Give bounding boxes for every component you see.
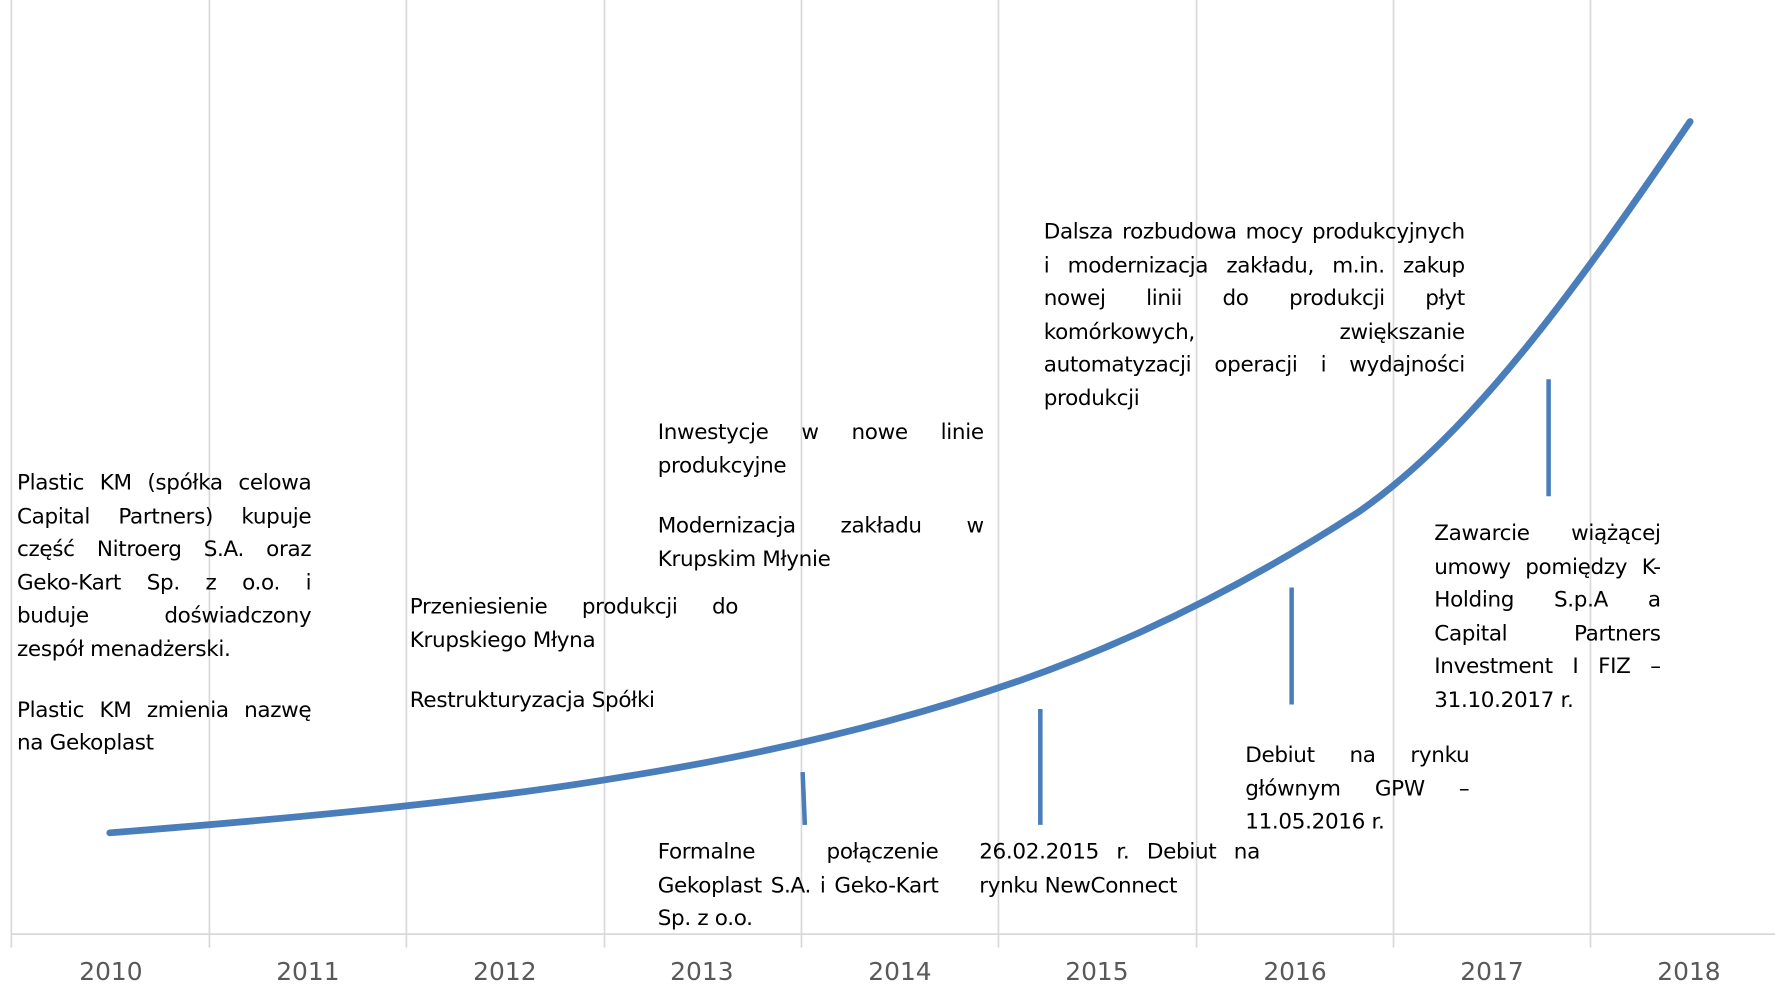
year-label: 2013 [670,958,734,987]
event-paragraph: Inwestycje w nowe linie produkcyjne [657,419,984,478]
year-label: 2012 [473,958,537,987]
year-label: 2017 [1460,958,1524,987]
event-paragraph: 26.02.2015 r. Debiut na rynku NewConnect [979,839,1260,898]
year-label: 2010 [79,958,143,987]
event-text: Formalne połączenie Gekoplast S.A. i Gek… [658,836,939,963]
year-label: 2014 [868,958,932,987]
event-paragraph: Restrukturyzacja Spółki [409,687,655,713]
event-paragraph: Formalne połączenie Gekoplast S.A. i Gek… [657,839,939,931]
event-text: 26.02.2015 r. Debiut na rynku NewConnect [979,836,1260,930]
year-label: 2018 [1657,958,1721,987]
event-text: Debiut na rynku głównym GPW – 11.05.2016… [1245,739,1469,866]
event-text: Zawarcie wiążącej umowy pomiędzy K-Holdi… [1434,518,1661,745]
event-paragraph: Plastic KM (spółka celowa Capital Partne… [16,470,312,662]
event-paragraph: Debiut na rynku głównym GPW – 11.05.2016… [1245,742,1470,835]
year-label: 2011 [276,958,340,987]
event-paragraph: Plastic KM zmienia nazwę na Gekoplast [16,697,312,756]
growth-curve [106,118,1694,837]
event-paragraph: Dalsza rozbudowa mocy produkcyjnych i mo… [1043,219,1465,411]
event-text: Dalsza rozbudowa mocy produkcyjnych i mo… [1044,216,1465,443]
event-text: Plastic KM (spółka celowa Capital Partne… [16,467,312,787]
grid [10,0,1775,948]
year-label: 2016 [1263,958,1327,987]
connector [800,771,808,826]
event-text: Przeniesienie produkcji do Krupskiego Mł… [409,591,739,745]
connectors [800,379,1551,826]
event-text: Inwestycje w nowe linie produkcyjne Moder… [658,416,984,603]
year-label: 2015 [1065,958,1129,987]
event-paragraph: Modernizacja zakładu w Krupskim Młynie [657,513,984,572]
event-paragraph: Zawarcie wiążącej umowy pomiędzy K-Holdi… [1434,521,1661,713]
event-paragraph: Przeniesienie produkcji do Krupskiego Mł… [409,594,739,653]
